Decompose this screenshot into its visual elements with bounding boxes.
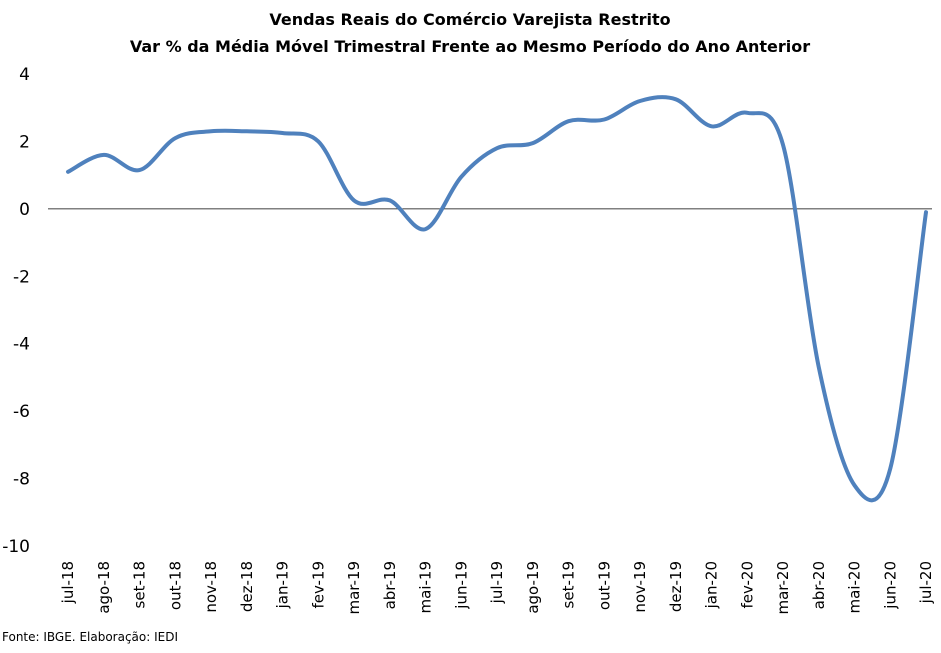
y-tick-label: -10 <box>2 537 30 557</box>
data-point <box>209 129 213 133</box>
x-tick-label: mar-19 <box>345 561 363 615</box>
x-tick-label: ago-18 <box>95 561 113 614</box>
x-tick-label: nov-18 <box>202 561 220 613</box>
chart-subtitle: Var % da Média Móvel Trimestral Frente a… <box>130 37 810 56</box>
data-point <box>924 210 928 214</box>
x-tick-label: jul-20 <box>917 561 935 604</box>
x-tick-label: jun-19 <box>452 561 470 610</box>
series-points <box>66 97 928 487</box>
data-point <box>888 466 892 470</box>
x-tick-label: jul-18 <box>59 561 77 604</box>
data-point <box>138 168 142 172</box>
x-tick-label: fev-20 <box>738 561 756 608</box>
data-point <box>817 365 821 369</box>
x-tick-label: out-19 <box>595 561 613 610</box>
data-point <box>281 131 285 135</box>
data-point <box>853 483 857 487</box>
data-point <box>602 118 606 122</box>
x-tick-label: jan-20 <box>703 561 721 609</box>
data-point <box>710 124 714 128</box>
y-tick-label: 0 <box>19 200 30 220</box>
data-point <box>66 170 70 174</box>
data-point <box>495 146 499 150</box>
y-tick-label: -2 <box>13 267 30 287</box>
data-point <box>388 198 392 202</box>
y-tick-label: -8 <box>13 470 30 490</box>
x-tick-label: set-18 <box>131 561 149 608</box>
x-tick-label: ago-19 <box>524 561 542 614</box>
source-note: Fonte: IBGE. Elaboração: IEDI <box>2 630 178 644</box>
data-point <box>245 129 249 133</box>
x-tick-label: mai-20 <box>846 561 864 613</box>
data-point <box>531 141 535 145</box>
x-tick-label: nov-19 <box>631 561 649 613</box>
y-tick-label: 4 <box>19 65 30 85</box>
series-line <box>66 95 928 503</box>
data-point <box>316 139 320 143</box>
data-point <box>352 198 356 202</box>
x-tick-label: fev-19 <box>309 561 327 608</box>
data-point <box>173 136 177 140</box>
y-tick-label: -6 <box>13 402 30 422</box>
data-point <box>459 175 463 179</box>
x-tick-label: abr-20 <box>810 561 828 609</box>
x-axis-ticks: jul-18 ago-18 set-18 out-18 nov-18 dez-18 jan-… <box>59 561 935 615</box>
data-point <box>638 99 642 103</box>
data-point <box>674 97 678 101</box>
x-tick-label: out-18 <box>166 561 184 610</box>
chart-title: Vendas Reais do Comércio Varejista Restr… <box>269 10 670 29</box>
x-tick-label: jun-20 <box>881 561 899 610</box>
y-axis-ticks: 4 2 0 -2 -4 -6 -8 -10 <box>2 65 30 557</box>
data-point <box>424 227 428 231</box>
x-tick-label: dez-18 <box>238 561 256 612</box>
x-tick-label: mai-19 <box>417 561 435 613</box>
x-tick-label: jan-19 <box>274 561 292 609</box>
x-tick-label: mar-20 <box>774 561 792 615</box>
data-point <box>567 119 571 123</box>
x-tick-label: dez-19 <box>667 561 685 612</box>
data-point <box>781 143 785 147</box>
x-tick-label: set-19 <box>560 561 578 608</box>
data-point <box>102 153 106 157</box>
data-point <box>745 111 749 115</box>
y-tick-label: -4 <box>13 335 30 355</box>
x-tick-label: abr-19 <box>381 561 399 609</box>
x-tick-label: jul-19 <box>488 561 506 604</box>
y-tick-label: 2 <box>19 132 30 152</box>
